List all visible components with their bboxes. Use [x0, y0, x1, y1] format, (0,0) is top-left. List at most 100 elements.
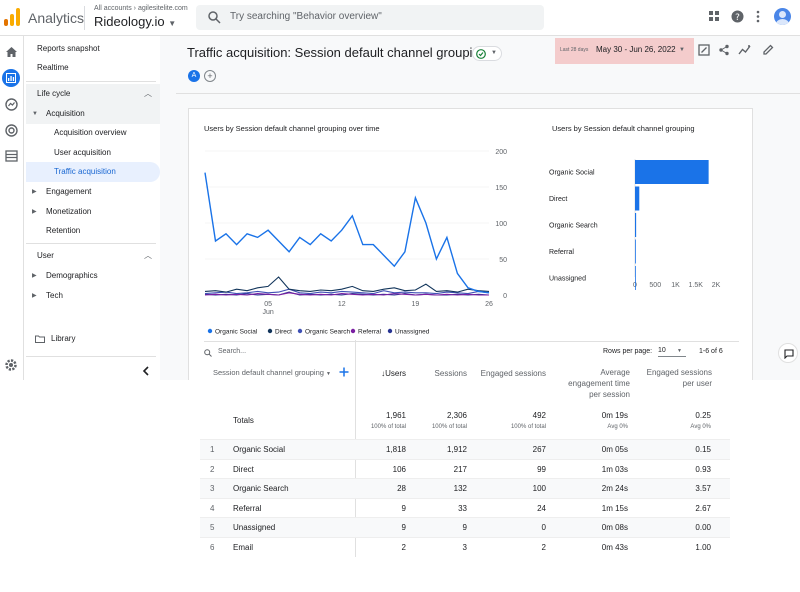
share-icon[interactable] [718, 44, 730, 56]
add-comparison-button[interactable]: + [204, 70, 216, 82]
bar-referral[interactable] [635, 239, 636, 264]
row-engaged: 24 [537, 504, 546, 513]
bar-direct[interactable] [635, 186, 640, 211]
settings-gear-icon[interactable] [4, 358, 18, 372]
chevron-down-icon: ▼ [168, 19, 177, 28]
advertising-icon[interactable] [5, 124, 18, 137]
legend-label[interactable]: Organic Search [305, 329, 351, 336]
table-row[interactable]: 5 Unassigned 9 9 0 0m 08s 0.00 [200, 517, 730, 537]
page-title: Traffic acquisition: Session default cha… [187, 45, 487, 60]
table-row[interactable]: 6 Email 2 3 2 0m 43s 1.00 [200, 537, 730, 557]
nav-acquisition-overview[interactable]: Acquisition overview [54, 128, 127, 137]
nav-section-lifecycle[interactable]: Life cycle ︿ [26, 84, 160, 104]
avatar[interactable] [774, 8, 791, 25]
search-icon [208, 11, 221, 24]
reports-icon[interactable] [2, 69, 20, 87]
date-range-picker[interactable]: Last 28 days May 30 - Jun 26, 2022 ▼ [555, 38, 694, 64]
total-eps-sub: Avg 0% [690, 424, 711, 430]
bar-unassigned[interactable] [635, 266, 636, 290]
table-row[interactable]: 1 Organic Social 1,818 1,912 267 0m 05s 0.15 [200, 439, 730, 459]
apps-grid-icon[interactable] [708, 10, 720, 22]
series-line-referral[interactable] [204, 292, 489, 296]
row-channel: Referral [233, 504, 262, 513]
nav-reports-snapshot[interactable]: Reports snapshot [37, 44, 100, 53]
more-vert-icon[interactable] [755, 10, 761, 23]
x-tick-label: 2K [712, 282, 721, 289]
search-input[interactable]: Try searching "Behavior overview" [196, 5, 544, 30]
table-row[interactable]: 2 Direct 106 217 99 1m 03s 0.93 [200, 459, 730, 479]
total-avg: 0m 19s [601, 411, 628, 420]
row-channel: Organic Social [233, 445, 286, 454]
col-header-avg-line2: engagement time [568, 379, 630, 388]
table-search-placeholder: Search... [218, 348, 247, 355]
property-selector[interactable]: Rideology.io ▼ [94, 14, 176, 29]
total-eps: 0.25 [695, 411, 711, 420]
col-header-avg-line1: Average [600, 368, 630, 377]
legend-swatch [387, 328, 393, 334]
nav-monetization[interactable]: ▶ Monetization [26, 202, 160, 222]
legend-label[interactable]: Referral [358, 329, 382, 336]
col-header-avg-engagement[interactable]: Average engagement time per session [560, 367, 630, 400]
nav-acquisition-label: Acquisition [46, 109, 85, 118]
nav-library[interactable]: Library [26, 329, 160, 349]
feedback-button[interactable] [778, 343, 798, 363]
nav-engagement[interactable]: ▶ Engagement [26, 182, 160, 202]
col-header-eps-line1: Engaged sessions [646, 368, 712, 377]
row-number: 3 [210, 484, 215, 493]
main-content: Traffic acquisition: Session default cha… [160, 36, 800, 380]
col-header-engaged-sessions[interactable]: Engaged sessions [480, 369, 546, 378]
row-channel: Direct [233, 465, 254, 474]
nav-traffic-acquisition[interactable]: Traffic acquisition [26, 162, 160, 182]
add-dimension-icon[interactable] [339, 367, 349, 377]
rows-per-page-select[interactable]: 10 ▼ [658, 345, 686, 357]
comparison-chip[interactable]: A [188, 70, 200, 82]
col-header-engaged-per-user[interactable]: Engaged sessions per user [640, 367, 712, 389]
nav-retention[interactable]: Retention [46, 226, 81, 235]
table-search[interactable]: Search... [204, 346, 344, 360]
nav-section-user[interactable]: User ︿ [26, 246, 160, 266]
x-tick-label: 1.5K [689, 282, 704, 289]
nav-demographics[interactable]: ▶ Demographics [26, 266, 160, 286]
customize-report-icon[interactable] [698, 44, 710, 56]
report-status-button[interactable]: ▼ [472, 46, 502, 61]
nav-acquisition[interactable]: ▼ Acquisition [26, 104, 160, 124]
row-engaged-per-user: 2.67 [695, 504, 711, 513]
dimension-header-label: Session default channel grouping [213, 368, 324, 377]
x-tick-label: 26 [485, 301, 493, 308]
series-line-organic-search[interactable] [204, 288, 490, 295]
divider [204, 341, 739, 342]
table-row[interactable]: 4 Referral 9 33 24 1m 15s 2.67 [200, 498, 730, 518]
explore-icon[interactable] [5, 98, 18, 111]
col-header-sessions[interactable]: Sessions [434, 369, 467, 378]
help-icon[interactable]: ? [731, 10, 744, 23]
nav-user-acquisition[interactable]: User acquisition [54, 148, 111, 157]
col-header-users[interactable]: ↓Users [381, 369, 406, 378]
caret-down-icon: ▼ [677, 348, 682, 354]
caret-right-icon: ▶ [32, 293, 37, 299]
series-line-direct[interactable] [204, 276, 490, 293]
configure-icon[interactable] [5, 150, 18, 162]
legend-label[interactable]: Unassigned [395, 329, 430, 336]
analytics-logo[interactable] [4, 8, 20, 26]
x-tick-label: 1K [671, 282, 680, 289]
legend-label[interactable]: Direct [275, 329, 292, 336]
caret-down-icon: ▼ [326, 371, 331, 377]
row-channel: Organic Search [233, 484, 289, 493]
edit-pencil-icon[interactable] [762, 44, 774, 56]
nav-realtime[interactable]: Realtime [37, 63, 69, 72]
insights-icon[interactable] [738, 44, 751, 56]
legend-label[interactable]: Organic Social [215, 329, 258, 336]
y-tick-label: 50 [499, 257, 507, 264]
row-avg-engagement: 0m 05s [601, 445, 628, 454]
series-line-organic-social[interactable] [204, 172, 490, 294]
collapse-nav-icon[interactable] [142, 366, 149, 376]
nav-tech[interactable]: ▶ Tech [26, 286, 160, 306]
bar-organic-search[interactable] [635, 213, 637, 237]
home-icon[interactable] [5, 46, 18, 58]
account-breadcrumb[interactable]: All accounts › agilesitelite.com [94, 5, 188, 12]
dimension-header[interactable]: Session default channel grouping ▼ [213, 368, 331, 377]
bar-organic-social[interactable] [635, 160, 709, 184]
row-sessions: 132 [453, 484, 467, 493]
row-engaged: 100 [532, 484, 546, 493]
table-row[interactable]: 3 Organic Search 28 132 100 2m 24s 3.57 [200, 478, 730, 498]
